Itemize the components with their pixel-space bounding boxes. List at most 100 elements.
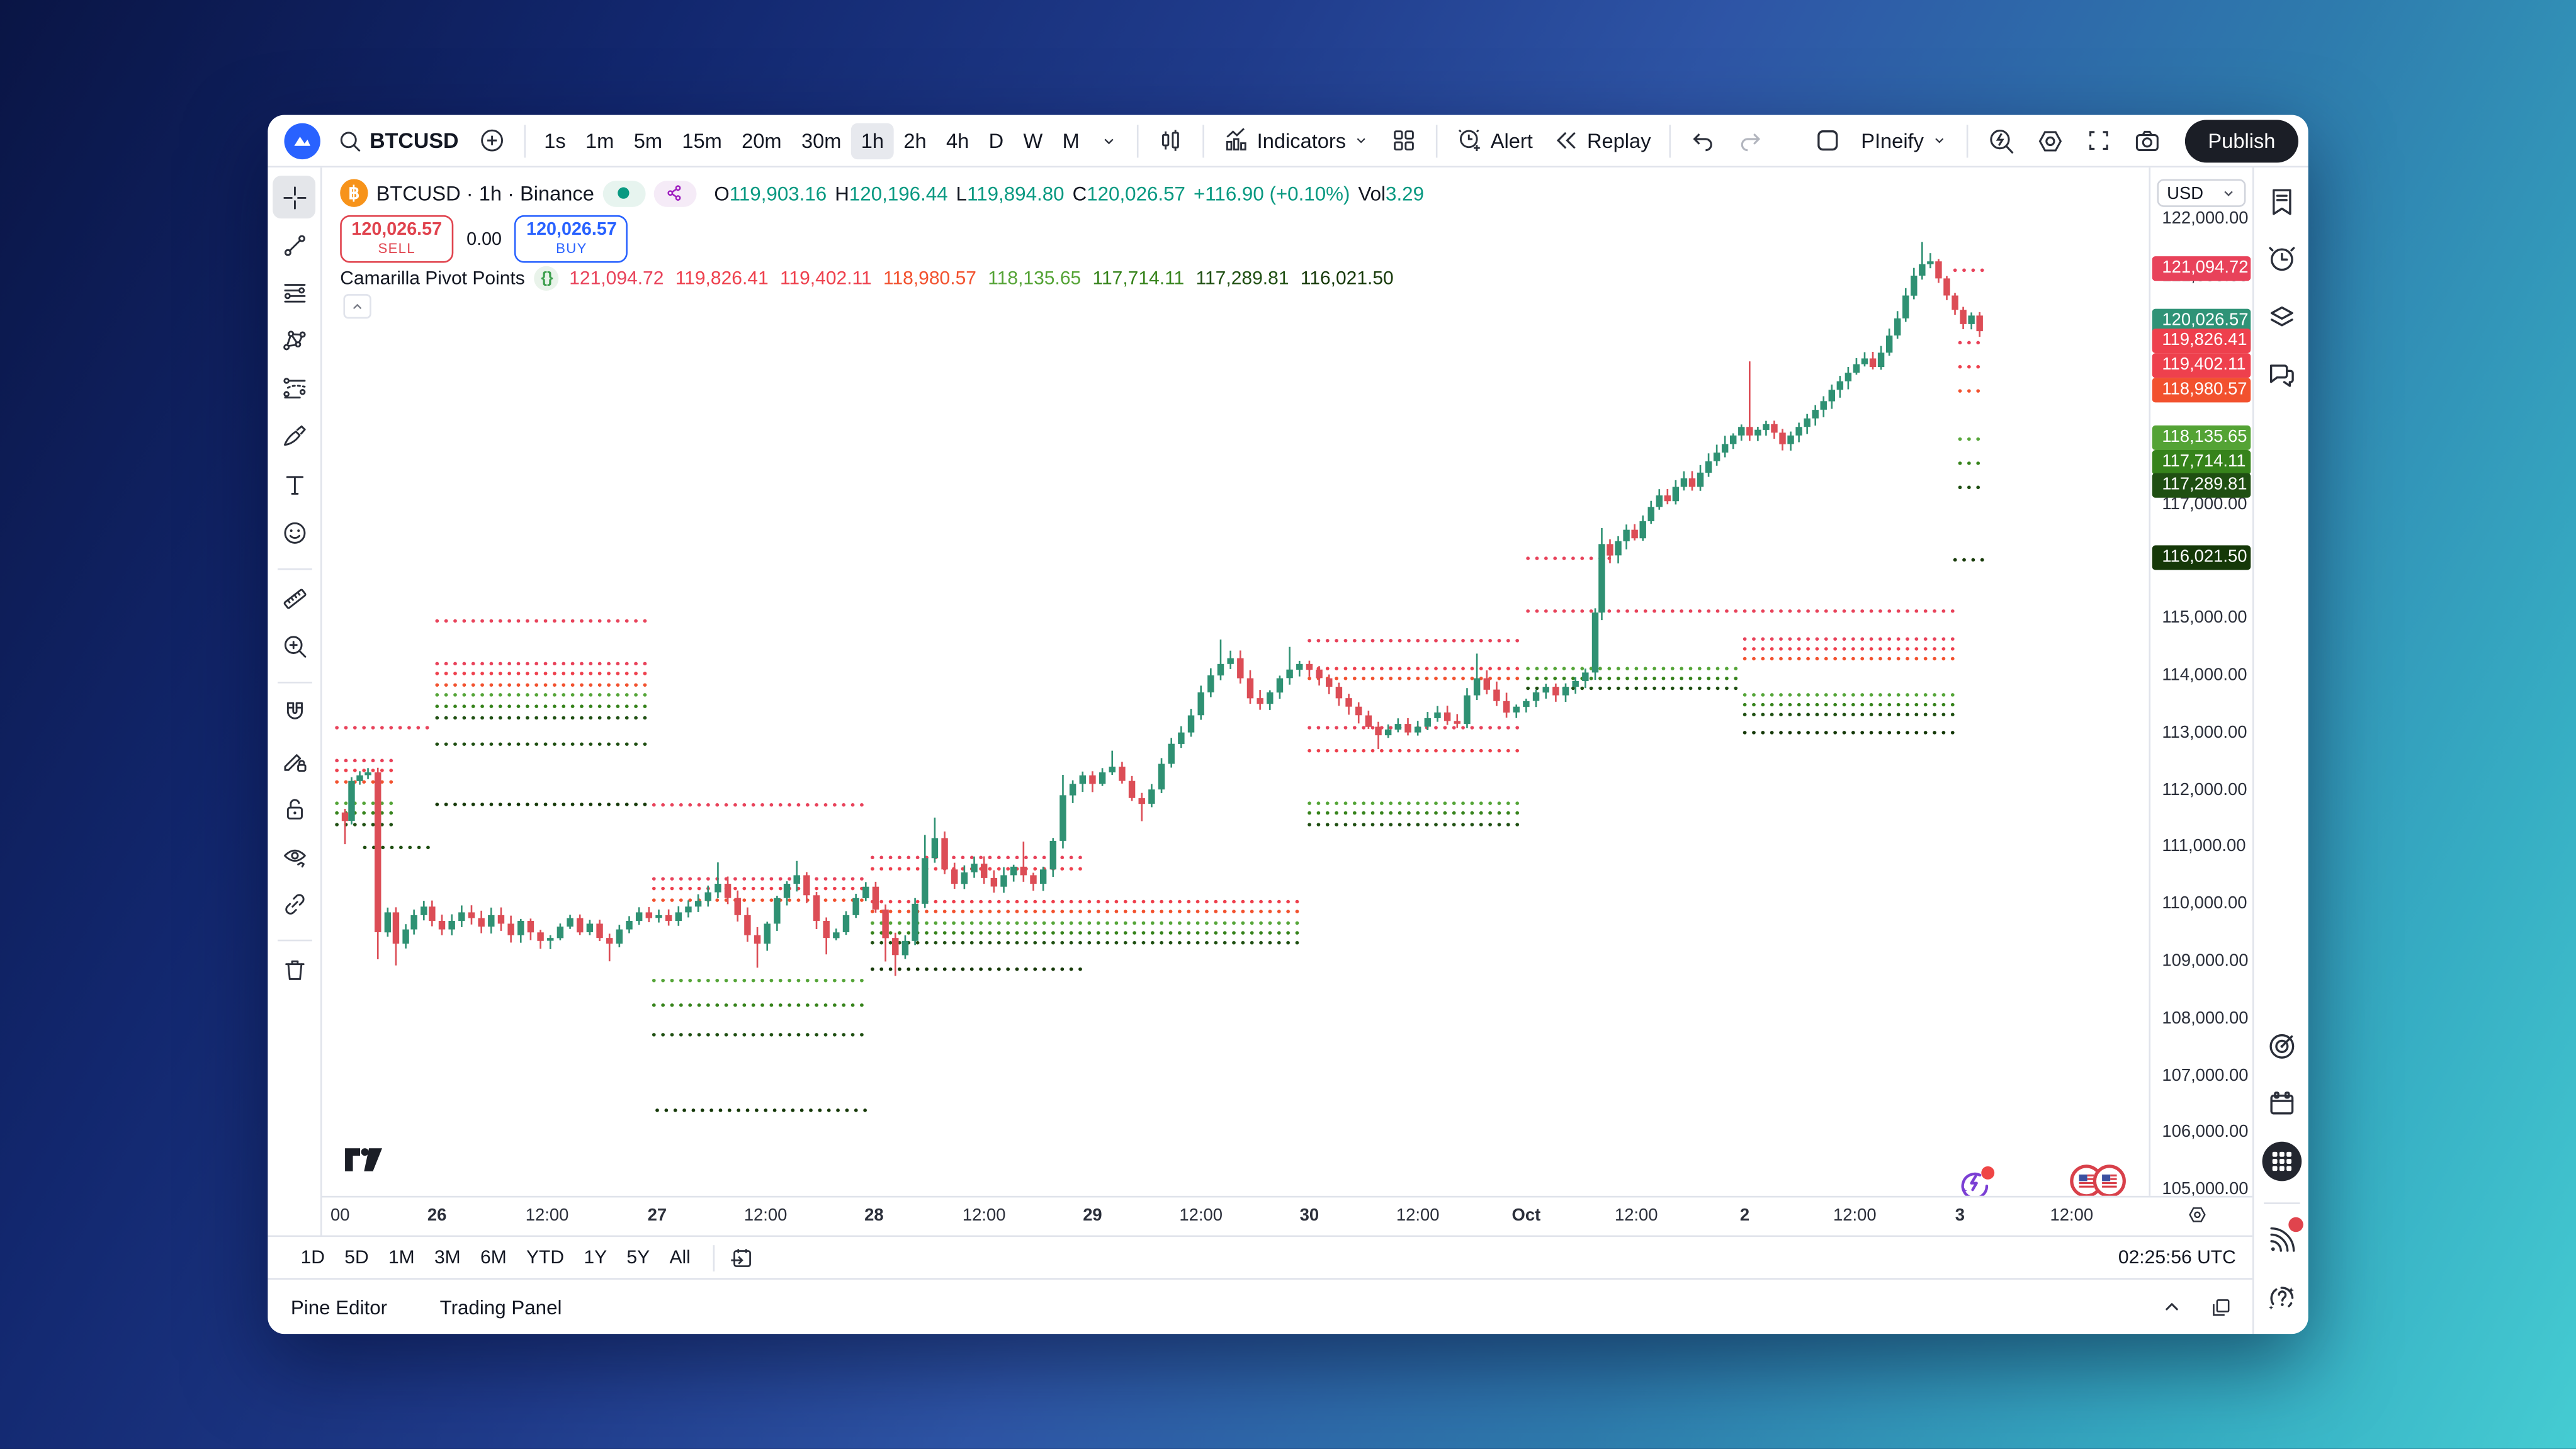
price-label[interactable]: 119,402.11 <box>2152 352 2251 378</box>
symbol-search-button[interactable]: BTCUSD <box>327 119 468 162</box>
interval-20m[interactable]: 20m <box>742 128 782 152</box>
snapshot-button[interactable] <box>2123 119 2172 162</box>
prediction-tool[interactable] <box>273 368 315 410</box>
watchlist-icon <box>2264 186 2297 218</box>
price-label[interactable]: 118,135.65 <box>2152 425 2251 450</box>
publish-button[interactable]: Publish <box>2184 119 2298 162</box>
range-1Y[interactable]: 1Y <box>584 1248 607 1268</box>
compare-symbol-button[interactable] <box>468 119 516 162</box>
settings-button[interactable] <box>2026 119 2075 162</box>
chart-style-button[interactable] <box>1147 119 1195 162</box>
collapse-indicators-button[interactable] <box>343 294 371 319</box>
crosshair-tool[interactable] <box>273 176 316 219</box>
economic-events-button[interactable] <box>2069 1163 2128 1196</box>
interval-W[interactable]: W <box>1023 128 1043 152</box>
price-label[interactable]: 118,980.57 <box>2152 376 2251 402</box>
sell-button[interactable]: 120,026.57 SELL <box>340 215 454 263</box>
symbol-title[interactable]: BTCUSD · 1h · Binance <box>376 181 594 205</box>
interval-1m[interactable]: 1m <box>585 128 614 152</box>
hide-drawings[interactable] <box>273 835 315 878</box>
currency-selector[interactable]: USD <box>2157 179 2246 207</box>
quick-search-button[interactable] <box>1976 119 2025 162</box>
watchlist-panel[interactable] <box>2260 181 2303 223</box>
interval-30m[interactable]: 30m <box>801 128 842 152</box>
price-scale[interactable]: USD 122,000.00121,000.00120,000.00119,00… <box>2149 167 2254 1199</box>
layout-select-checkbox[interactable] <box>1804 119 1851 162</box>
lock-drawings[interactable] <box>273 787 315 830</box>
screener-panel[interactable] <box>2260 1025 2303 1068</box>
range-3M[interactable]: 3M <box>434 1248 461 1268</box>
interval-1h[interactable]: 1h <box>851 122 894 159</box>
fullscreen-button[interactable] <box>2075 119 2123 162</box>
pattern-tool[interactable] <box>273 320 315 363</box>
stay-in-drawing-mode[interactable] <box>273 740 315 782</box>
replay-button[interactable]: Replay <box>1542 119 1661 162</box>
go-to-date-icon[interactable] <box>728 1244 755 1271</box>
range-All[interactable]: All <box>669 1248 691 1268</box>
trash-icon <box>280 957 308 984</box>
indicator-row[interactable]: Camarilla Pivot Points {} 121,094.72 119,… <box>340 266 1394 291</box>
tab-pine-editor[interactable]: Pine Editor <box>290 1295 388 1319</box>
interval-15m[interactable]: 15m <box>682 128 722 152</box>
interval-1s[interactable]: 1s <box>544 128 566 152</box>
redo-button[interactable] <box>1727 119 1775 162</box>
ohlc-key: C <box>1072 181 1087 205</box>
price-label[interactable]: 121,094.72 <box>2152 256 2251 281</box>
object-tree-panel[interactable] <box>2260 296 2303 339</box>
apps-menu[interactable] <box>2260 1140 2303 1183</box>
tradingview-watermark[interactable] <box>345 1148 383 1181</box>
help-center[interactable] <box>2260 1277 2303 1319</box>
trend-line-tool[interactable] <box>273 223 315 266</box>
alert-button[interactable]: Alert <box>1446 119 1542 162</box>
brush-tool[interactable] <box>273 415 315 458</box>
interval-5m[interactable]: 5m <box>633 128 663 152</box>
range-6M[interactable]: 6M <box>480 1248 507 1268</box>
price-label[interactable]: 117,714.11 <box>2152 449 2251 474</box>
time-scale[interactable]: 00 26 12:00 27 12:00 28 12:00 29 12:00 30 12:00 Oct… <box>322 1195 2252 1238</box>
clock-display[interactable]: 02:25:56 UTC <box>2118 1248 2236 1268</box>
range-YTD[interactable]: YTD <box>526 1248 565 1268</box>
interval-D[interactable]: D <box>988 128 1004 152</box>
tab-trading-panel[interactable]: Trading Panel <box>439 1295 562 1319</box>
range-1D[interactable]: 1D <box>300 1248 325 1268</box>
emoji-tool[interactable] <box>273 511 315 554</box>
price-scale-settings-icon[interactable] <box>2186 1204 2208 1226</box>
magnet-mode[interactable] <box>273 691 315 734</box>
market-status-pill[interactable] <box>602 179 645 206</box>
measure-tool[interactable] <box>273 577 315 620</box>
price-label[interactable]: 117,289.81 <box>2152 473 2251 499</box>
tradingview-logo[interactable] <box>284 122 320 159</box>
price-label[interactable]: 116,021.50 <box>2152 546 2251 571</box>
interval-2h[interactable]: 2h <box>903 128 927 152</box>
fib-retracement-tool[interactable] <box>273 272 315 315</box>
news-feed[interactable] <box>2260 1217 2303 1261</box>
interval-dropdown[interactable] <box>1089 119 1129 162</box>
indicators-button[interactable]: Indicators <box>1212 119 1381 162</box>
interval-4h[interactable]: 4h <box>946 128 969 152</box>
interval-M[interactable]: M <box>1062 128 1080 152</box>
remove-drawings[interactable] <box>273 949 315 992</box>
sync-drawings[interactable] <box>273 883 315 926</box>
price-tick: 110,000.00 <box>2162 894 2247 914</box>
layout-templates-button[interactable] <box>1381 119 1428 162</box>
ohlc-key: Vol <box>1358 181 1386 205</box>
alerts-panel[interactable] <box>2260 238 2303 281</box>
undo-button[interactable] <box>1679 119 1727 162</box>
ai-assistant-button[interactable] <box>1957 1165 1995 1196</box>
range-1M[interactable]: 1M <box>388 1248 415 1268</box>
panel-expand-icon[interactable] <box>2161 1295 2184 1319</box>
chart-plot-area[interactable]: ฿ BTCUSD · 1h · Binance O119,903.16 H120,… <box>322 167 2149 1196</box>
text-tool[interactable] <box>273 463 315 506</box>
share-pill[interactable] <box>653 179 696 206</box>
range-5D[interactable]: 5D <box>344 1248 369 1268</box>
price-label[interactable]: 119,826.41 <box>2152 329 2251 354</box>
price-tick: 114,000.00 <box>2162 665 2247 685</box>
panel-maximize-icon[interactable] <box>2210 1295 2233 1319</box>
range-5Y[interactable]: 5Y <box>626 1248 650 1268</box>
zoom-in-tool[interactable] <box>273 625 315 668</box>
layout-name-menu[interactable]: PIneify <box>1851 119 1958 162</box>
chat-panel[interactable] <box>2260 353 2303 396</box>
ohlc-value: 119,894.80 <box>967 181 1065 205</box>
buy-button[interactable]: 120,026.57 BUY <box>514 215 629 263</box>
calendar-panel[interactable] <box>2260 1083 2303 1125</box>
